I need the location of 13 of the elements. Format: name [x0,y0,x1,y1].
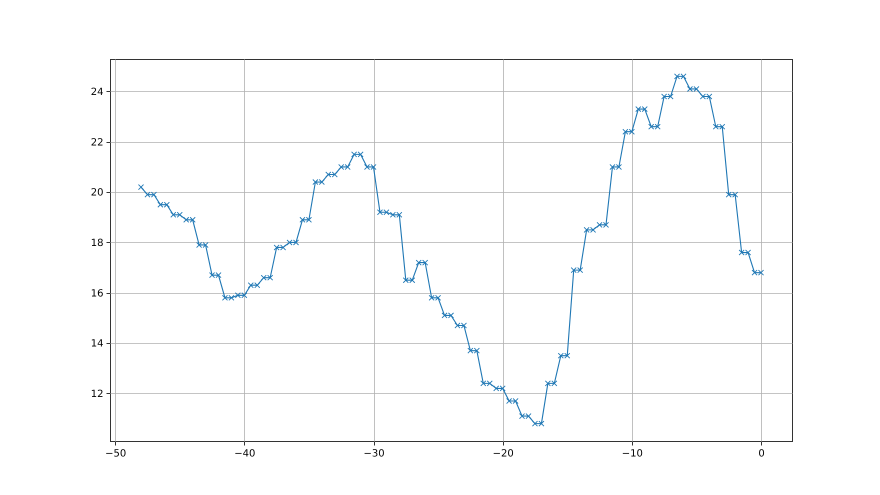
x-tick-label: −50 [105,448,126,460]
x-tick-label: 0 [758,448,765,460]
x-tick-label: −30 [363,448,385,460]
y-tick-label: 14 [90,338,104,350]
y-tick-label: 12 [90,388,104,400]
y-tick-label: 22 [90,137,104,148]
x-tick-label: −20 [492,448,514,460]
x-tick-label: −40 [234,448,256,460]
y-tick-label: 16 [90,288,104,300]
x-tick-label: −10 [622,448,643,460]
y-tick-label: 20 [90,188,104,199]
y-tick-label: 24 [90,86,104,98]
y-tick-label: 18 [90,238,104,249]
